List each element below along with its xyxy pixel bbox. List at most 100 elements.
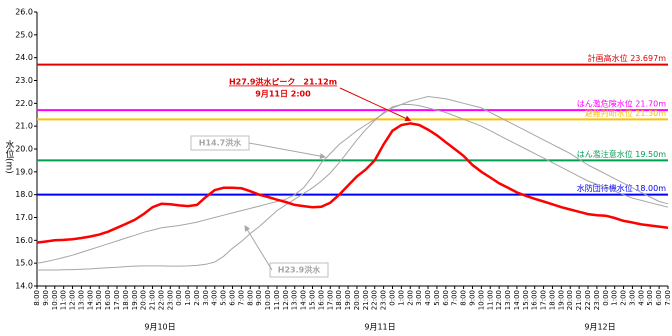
reference-label: はん濫危険水位 21.70m: [577, 99, 666, 109]
x-tick-label: 17:00: [540, 290, 548, 310]
x-tick-label: 13:00: [291, 290, 299, 310]
x-tick-label: 2:00: [406, 290, 414, 306]
x-tick-label: 9:00: [255, 290, 263, 306]
x-tick-label: 12:00: [495, 290, 503, 310]
x-tick-label: 5:00: [646, 290, 654, 306]
peak-annotation: 9月11日 2:00: [255, 90, 311, 99]
x-tick-label: 8:00: [246, 290, 254, 306]
x-tick-label: 8:00: [33, 290, 41, 306]
series-label: H14.7洪水: [199, 138, 242, 148]
x-tick-label: 15:00: [95, 290, 103, 310]
x-tick-label: 16:00: [531, 290, 539, 310]
x-tick-label: 1:00: [611, 290, 619, 306]
x-tick-label: 4:00: [211, 290, 219, 306]
x-tick-label: 21:00: [362, 290, 370, 310]
x-tick-label: 4:00: [637, 290, 645, 306]
x-tick-label: 16:00: [104, 290, 112, 310]
series-label-box: [269, 262, 329, 278]
x-tick-label: 6:00: [229, 290, 237, 306]
y-tick-label: 14.0: [15, 282, 33, 291]
x-tick-label: 11:00: [486, 290, 494, 310]
series-label-arrow: [248, 142, 326, 160]
y-tick-label: 20.0: [15, 145, 33, 154]
x-tick-label: 22:00: [157, 290, 165, 310]
y-tick-label: 26.0: [15, 8, 33, 17]
x-tick-label: 18:00: [548, 290, 556, 310]
x-tick-label: 8:00: [460, 290, 468, 306]
x-tick-label: 14:00: [513, 290, 521, 310]
x-tick-label: 1:00: [397, 290, 405, 306]
series-line: [37, 104, 669, 271]
x-tick-label: 18:00: [335, 290, 343, 310]
x-tick-label: 10:00: [264, 290, 272, 310]
series-line: [36, 95, 669, 264]
x-tick-label: 6:00: [655, 290, 663, 306]
x-tick-label: 19:00: [557, 290, 565, 310]
x-tick-label: 19:00: [131, 290, 139, 310]
day-label: 9月11日: [364, 323, 395, 332]
x-tick-label: 16:00: [317, 290, 325, 310]
day-label: 9月10日: [144, 323, 175, 332]
x-tick-label: 12:00: [69, 290, 77, 310]
y-tick-label: 15.0: [15, 259, 33, 268]
x-tick-label: 13:00: [504, 290, 512, 310]
x-tick-label: 15:00: [522, 290, 530, 310]
x-tick-label: 7:00: [664, 290, 672, 306]
x-tick-label: 5:00: [433, 290, 441, 306]
x-tick-label: 3:00: [628, 290, 636, 306]
x-tick-label: 1:00: [184, 290, 192, 306]
x-tick-label: 4:00: [424, 290, 432, 306]
x-tick-label: 0:00: [602, 290, 610, 306]
peak-annotation: H27.9洪水ピーク 21.12m: [229, 77, 337, 87]
x-tick-label: 20:00: [566, 290, 574, 310]
x-tick-label: 7:00: [237, 290, 245, 306]
x-tick-label: 21:00: [575, 290, 583, 310]
x-tick-label: 14:00: [86, 290, 94, 310]
x-tick-label: 2:00: [620, 290, 628, 306]
x-tick-label: 23:00: [380, 290, 388, 310]
x-tick-label: 17:00: [326, 290, 334, 310]
x-tick-label: 6:00: [442, 290, 450, 306]
y-tick-label: 16.0: [15, 236, 33, 245]
reference-label: 避難判断水位 21.30m: [585, 108, 666, 118]
x-tick-label: 11:00: [273, 290, 281, 310]
x-tick-label: 11:00: [60, 290, 68, 310]
y-tick-label: 22.0: [15, 99, 33, 108]
x-tick-label: 22:00: [371, 290, 379, 310]
x-tick-label: 10:00: [51, 290, 59, 310]
series-label-arrow: [244, 225, 273, 271]
y-tick-label: 21.0: [15, 122, 33, 131]
series-line: [36, 122, 669, 244]
reference-label: 水防団待機水位 18.00m: [577, 183, 666, 193]
series-label: H23.9洪水: [278, 265, 321, 275]
x-tick-label: 0:00: [175, 290, 183, 306]
y-tick-label: 19.0: [15, 167, 33, 176]
x-tick-label: 3:00: [415, 290, 423, 306]
x-tick-label: 20:00: [140, 290, 148, 310]
x-tick-label: 17:00: [113, 290, 121, 310]
y-tick-label: 17.0: [15, 213, 33, 222]
x-tick-label: 15:00: [309, 290, 317, 310]
x-tick-label: 13:00: [77, 290, 85, 310]
y-tick-label: 23.0: [15, 76, 33, 85]
reference-label: はん濫注意水位 19.50m: [577, 149, 666, 159]
peak-arrow: [339, 87, 412, 122]
reference-label: 計画高水位 23.697m: [588, 53, 667, 63]
y-tick-label: 25.0: [15, 30, 33, 39]
x-tick-label: 23:00: [166, 290, 174, 310]
y-axis-label: 水位(m): [4, 139, 15, 174]
day-label: 9月12日: [584, 323, 615, 332]
x-tick-label: 7:00: [451, 290, 459, 306]
x-tick-label: 19:00: [344, 290, 352, 310]
x-tick-label: 3:00: [202, 290, 210, 306]
x-tick-label: 10:00: [477, 290, 485, 310]
y-tick-label: 24.0: [15, 53, 33, 62]
x-tick-label: 14:00: [300, 290, 308, 310]
x-tick-label: 18:00: [122, 290, 130, 310]
x-tick-label: 12:00: [282, 290, 290, 310]
x-tick-label: 23:00: [593, 290, 601, 310]
x-tick-label: 2:00: [193, 290, 201, 306]
x-tick-label: 5:00: [220, 290, 228, 306]
x-tick-label: 21:00: [149, 290, 157, 310]
